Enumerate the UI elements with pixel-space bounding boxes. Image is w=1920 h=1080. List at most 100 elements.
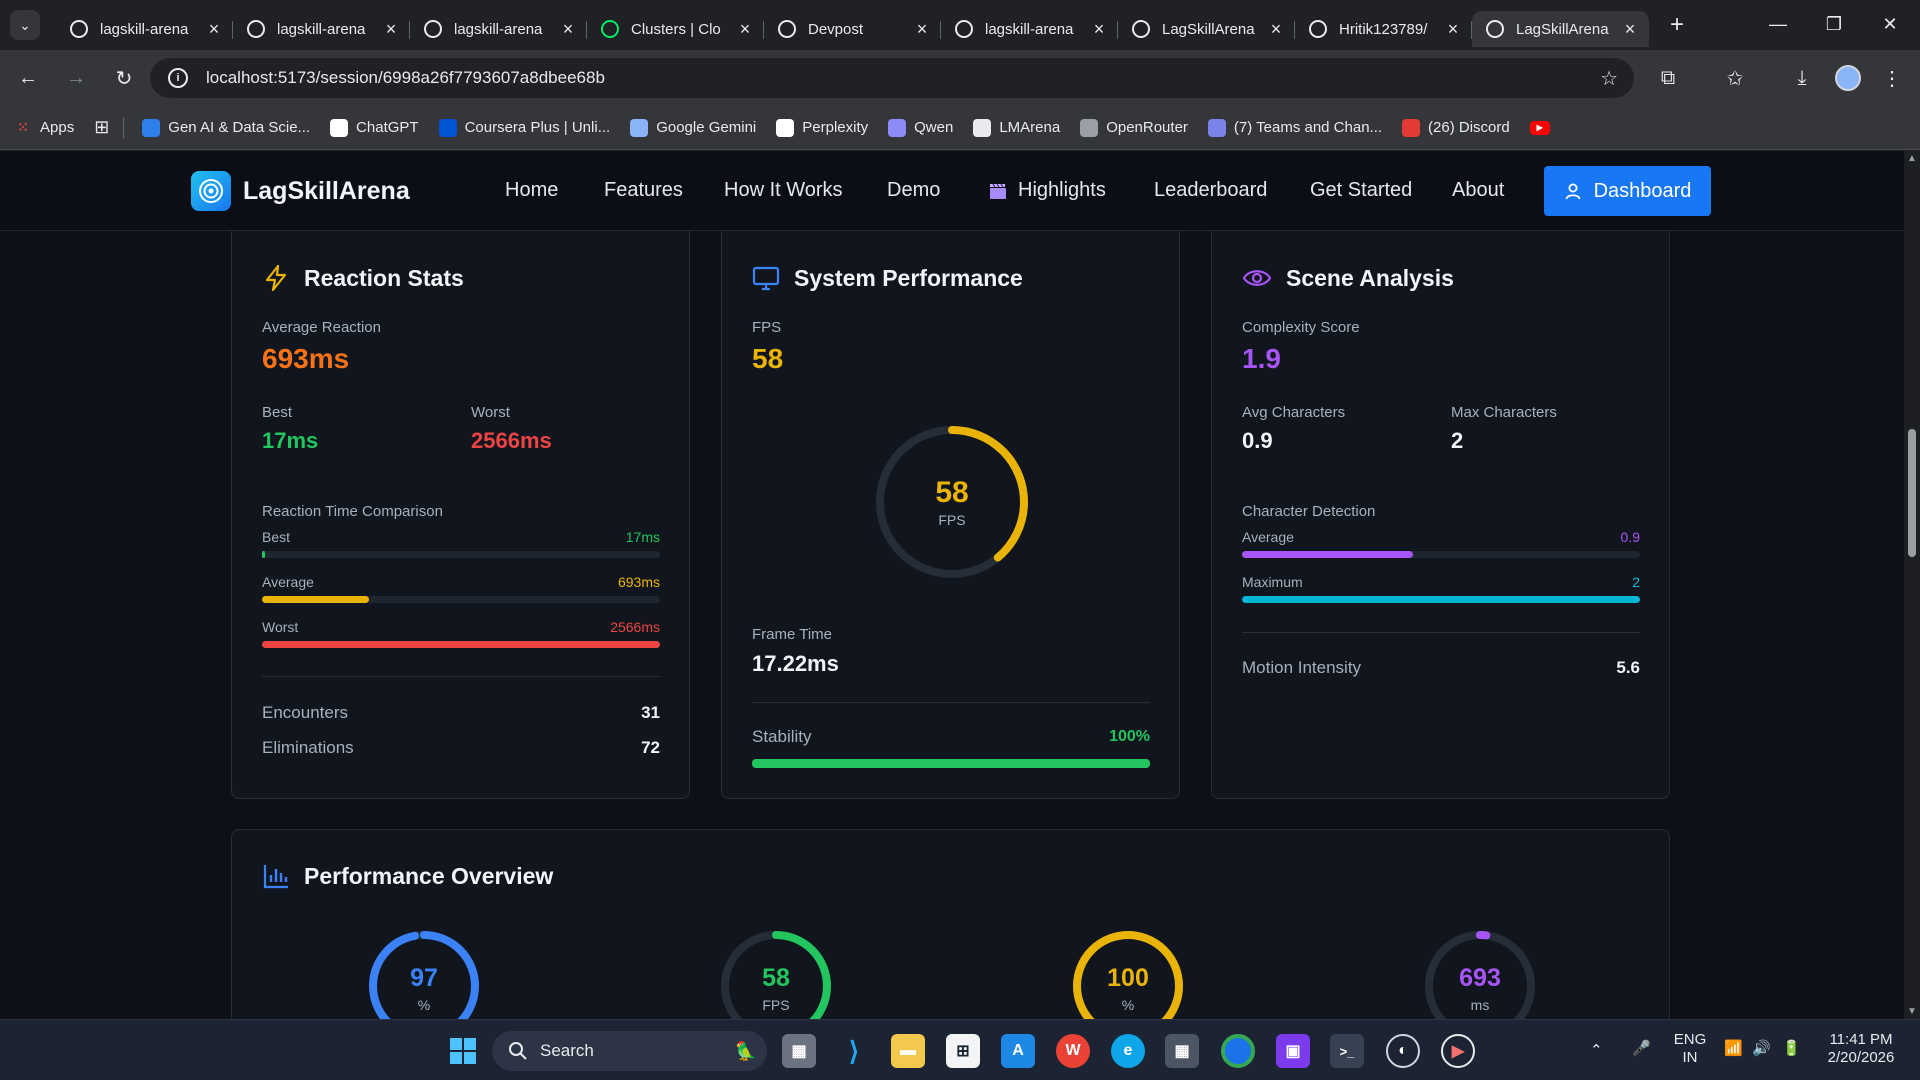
tab-close-icon[interactable]: × (208, 18, 220, 39)
language-indicator[interactable]: ENG IN (1670, 1031, 1710, 1067)
close-window-button[interactable]: ✕ (1882, 13, 1898, 34)
tab-search-button[interactable]: ⌄ (10, 10, 40, 40)
calculator-icon[interactable]: ▦ (1165, 1034, 1199, 1068)
site-info-icon[interactable]: i (168, 68, 188, 88)
browser-tab[interactable]: Devpost × (764, 11, 941, 47)
nav-get-started[interactable]: Get Started (1310, 179, 1413, 201)
back-button[interactable]: ← (18, 66, 38, 89)
bookmark-item[interactable]: Google Gemini (630, 118, 757, 137)
nav-features[interactable]: Features (604, 179, 683, 201)
bar-label: Worst (262, 619, 299, 635)
page-scrollbar[interactable]: ▲ ▼ (1904, 151, 1920, 1019)
youtube-icon: ▶ (1529, 120, 1550, 135)
nav-leaderboard[interactable]: Leaderboard (1154, 179, 1268, 201)
bookmark-item[interactable]: Gen AI & Data Scie... (142, 118, 310, 137)
bar-label: Maximum (1242, 574, 1303, 590)
scroll-down-arrow[interactable]: ▼ (1907, 1006, 1917, 1017)
bookmark-label: Google Gemini (656, 119, 757, 136)
bookmark-item[interactable]: Perplexity (776, 118, 869, 137)
scrollbar-thumb[interactable] (1908, 429, 1916, 557)
chrome-icon[interactable] (1221, 1034, 1255, 1068)
bookmark-youtube[interactable]: ▶ (1529, 120, 1558, 135)
media-player-icon[interactable]: ▶ (1441, 1034, 1475, 1068)
nav-about[interactable]: About (1452, 179, 1505, 201)
clock[interactable]: 11:41 PM 2/20/2026 (1818, 1031, 1904, 1067)
browser-tab[interactable]: Clusters | Clo × (587, 11, 764, 47)
mongodb-leaf-icon (601, 20, 619, 38)
bookmark-item[interactable]: (7) Teams and Chan... (1207, 118, 1382, 137)
address-bar[interactable]: i localhost:5173/session/6998a26f7793607… (150, 58, 1634, 98)
profile-avatar[interactable] (1832, 62, 1864, 94)
bookmark-item[interactable]: Coursera Plus | Unli... (438, 118, 610, 137)
tray-overflow-chevron[interactable]: ⌃ (1590, 1042, 1603, 1059)
nav-home[interactable]: Home (505, 179, 559, 201)
bookmark-item[interactable]: OpenRouter (1080, 118, 1188, 137)
tab-groups-icon[interactable]: ⊞ (94, 117, 110, 137)
tab-close-icon[interactable]: × (1270, 18, 1282, 39)
tab-close-icon[interactable]: × (385, 18, 397, 39)
wifi-icon[interactable]: 📶 (1724, 1040, 1743, 1057)
microphone-icon[interactable]: 🎤 (1632, 1040, 1651, 1057)
dashboard-button[interactable]: Dashboard (1544, 166, 1711, 216)
bookmark-item[interactable]: (26) Discord (1402, 118, 1510, 137)
overview-gauge-center: 693 ms (1424, 964, 1536, 1013)
file-explorer-icon[interactable]: ▬ (891, 1034, 925, 1068)
nav-how-it-works[interactable]: How It Works (724, 179, 843, 201)
new-tab-button[interactable]: + (1669, 11, 1684, 38)
overview-gauge-unit: % (1121, 997, 1135, 1013)
obs-icon[interactable]: ◐ (1386, 1034, 1420, 1068)
tab-close-icon[interactable]: × (1624, 18, 1636, 39)
forward-button[interactable]: → (66, 66, 86, 89)
terminal-icon[interactable]: >_ (1330, 1034, 1364, 1068)
battery-icon[interactable]: 🔋 (1782, 1040, 1801, 1057)
extensions-icon[interactable]: ⧉ (1660, 66, 1676, 89)
tab-close-icon[interactable]: × (1447, 18, 1459, 39)
app-icon[interactable]: ▣ (1276, 1034, 1310, 1068)
taskbar-search-box[interactable]: Search 🦜 (492, 1031, 767, 1071)
volume-icon[interactable]: 🔊 (1752, 1040, 1771, 1057)
taskbar-search-label: Search (540, 1041, 594, 1060)
tab-title: Devpost (808, 20, 864, 38)
bookmark-label: Apps (40, 119, 75, 136)
wps-office-icon[interactable]: W (1056, 1034, 1090, 1068)
bookmark-apps[interactable]: ⁙ Apps (14, 119, 74, 137)
bar-track (262, 596, 660, 603)
brand-logo[interactable]: LagSkillArena (191, 171, 410, 211)
browser-tab[interactable]: lagskill-arena × (233, 11, 410, 47)
task-view-icon[interactable]: ▦ (782, 1034, 816, 1068)
edge-icon[interactable]: e (1111, 1034, 1145, 1068)
bookmark-item[interactable]: Qwen (888, 118, 953, 137)
bar-fill (262, 596, 370, 603)
avg-characters-value: 0.9 (1242, 428, 1273, 453)
bookmark-item[interactable]: LMArena (973, 118, 1060, 137)
system-performance-title: System Performance (794, 264, 1023, 291)
browser-tab[interactable]: lagskill-arena × (410, 11, 587, 47)
character-detection-label: Character Detection (1242, 503, 1376, 520)
bookmark-item[interactable]: ChatGPT (330, 118, 419, 137)
microsoft-store-icon[interactable]: ⊞ (946, 1034, 980, 1068)
browser-tab[interactable]: lagskill-arena × (56, 11, 233, 47)
browser-tab[interactable]: LagSkillArena × (1472, 11, 1649, 47)
nav-highlights[interactable]: Highlights (988, 179, 1106, 202)
browser-tab[interactable]: LagSkillArena × (1118, 11, 1295, 47)
reload-button[interactable]: ↻ (115, 67, 133, 90)
browser-tab[interactable]: lagskill-arena × (941, 11, 1118, 47)
restore-button[interactable]: ❐ (1825, 13, 1843, 34)
bookmarks-star-icon[interactable]: ✩ (1726, 67, 1744, 90)
bookmark-label: Perplexity (802, 119, 869, 136)
download-icon[interactable]: ⤓ (1797, 66, 1807, 89)
windows-start-icon[interactable] (446, 1034, 480, 1068)
scroll-up-arrow[interactable]: ▲ (1907, 153, 1917, 164)
minimize-button[interactable]: — (1769, 13, 1787, 34)
bookmark-star-icon[interactable]: ☆ (1600, 67, 1618, 90)
browser-menu-icon[interactable]: ⋮ (1882, 67, 1902, 90)
vscode-icon[interactable]: ⟩ (848, 1035, 860, 1066)
fps-gauge-unit: FPS (938, 512, 966, 528)
browser-tab[interactable]: Hritik123789/ × (1295, 11, 1472, 47)
nav-demo[interactable]: Demo (887, 179, 941, 201)
tab-close-icon[interactable]: × (1093, 18, 1105, 39)
tab-close-icon[interactable]: × (916, 18, 928, 39)
azure-icon[interactable]: A (1001, 1034, 1035, 1068)
tab-close-icon[interactable]: × (562, 18, 574, 39)
tab-close-icon[interactable]: × (739, 18, 751, 39)
